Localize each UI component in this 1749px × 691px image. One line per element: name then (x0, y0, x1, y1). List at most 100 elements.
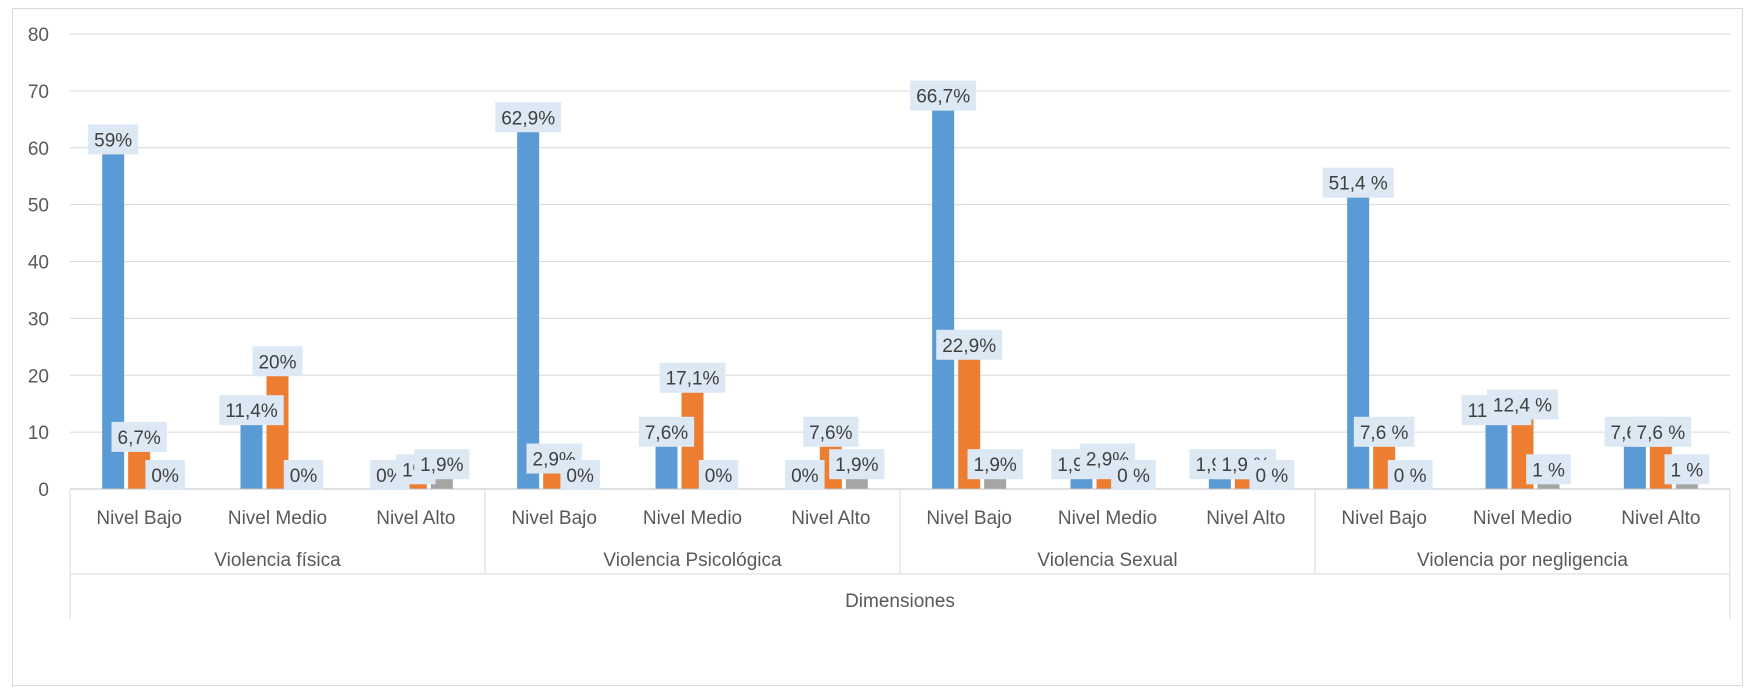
data-label-text: 22,9% (942, 336, 996, 357)
x-axis (69, 488, 1731, 619)
group-label: Violencia Sexual (1037, 550, 1177, 571)
data-label: 0 % (1249, 460, 1295, 490)
category-label: Nivel Bajo (926, 508, 1012, 529)
y-tick-label: 40 (28, 253, 49, 274)
data-label-text: 0% (791, 466, 819, 487)
data-label-box (88, 124, 139, 155)
y-tick-label: 0 (38, 480, 49, 501)
data-label: 1,9% (967, 449, 1023, 480)
data-label: 62,9% (495, 102, 562, 133)
data-label-text: 20% (258, 352, 296, 373)
bar (102, 153, 125, 489)
category-label: Nivel Medio (1473, 508, 1572, 529)
data-label-box (111, 421, 167, 452)
data-label-text: 0% (705, 466, 733, 487)
data-label-box (1111, 460, 1156, 490)
bar (1070, 478, 1093, 489)
bar (1347, 196, 1370, 489)
bar (1234, 478, 1257, 489)
data-label-box (910, 80, 977, 111)
data-label-text: 59% (94, 130, 132, 151)
data-label-text: 7,6 % (1637, 423, 1686, 444)
data-label-text: 1 % (1670, 460, 1703, 481)
data-label-box (560, 460, 600, 490)
data-label-text: 0 % (1117, 466, 1150, 487)
data-label-text: 12,4 % (1493, 395, 1552, 416)
data-label-box (414, 449, 470, 480)
data-label: 1 % (1526, 454, 1571, 485)
data-label-text: 0 % (1255, 466, 1288, 487)
data-label-text: 7,6 % (1360, 423, 1409, 444)
data-label: 20% (252, 346, 303, 377)
data-label-box (219, 395, 284, 426)
data-label-text: 7,6% (809, 423, 852, 444)
y-tick-label: 10 (28, 423, 49, 444)
data-label-text: 17,1% (666, 369, 720, 390)
y-axis-ticks: 0 10 20 30 40 50 60 70 80 (28, 25, 49, 501)
data-label-box (145, 460, 185, 490)
category-label: Nivel Alto (791, 508, 870, 529)
gridlines (70, 33, 1730, 433)
data-label: 0% (560, 460, 600, 490)
x-axis-title: Dimensiones (845, 591, 955, 612)
data-label-text: 6,7% (118, 428, 161, 449)
data-label-text: 0% (151, 466, 179, 487)
bar (1675, 483, 1698, 489)
data-labels: 59%6,7%0%11,4%20%0%0%1%1,9%62,9%2,9%0%7,… (88, 80, 1710, 490)
group-label: Violencia por negligencia (1417, 550, 1628, 571)
data-label: 7,6% (803, 416, 859, 447)
data-label-box (1630, 416, 1692, 447)
data-label-box (936, 329, 1003, 360)
bar (543, 472, 566, 489)
data-label-text: 7,6% (645, 423, 688, 444)
data-label: 0% (698, 460, 739, 490)
data-label-box (638, 416, 695, 447)
data-label: 7,6% (638, 416, 695, 447)
bar (430, 478, 453, 489)
data-label-text: 1,9% (835, 455, 878, 476)
category-label: Nivel Bajo (1341, 508, 1427, 529)
group-label: Violencia física (214, 550, 341, 571)
category-label: Nivel Bajo (511, 508, 597, 529)
data-label-box (698, 460, 739, 490)
data-label-text: 51,4 % (1329, 174, 1388, 195)
data-label: 0% (283, 460, 324, 490)
y-tick-label: 70 (28, 82, 49, 103)
data-label: 17,1% (659, 362, 726, 393)
data-label-box (1322, 167, 1394, 198)
data-label: 7,6 % (1630, 416, 1692, 447)
data-label-box (967, 449, 1023, 480)
bar (932, 109, 955, 490)
bar (1623, 445, 1646, 489)
data-label: 1,9% (414, 449, 470, 480)
y-tick-label: 50 (28, 196, 49, 217)
y-tick-label: 30 (28, 309, 49, 330)
data-label-text: 0% (566, 466, 594, 487)
bar (240, 424, 263, 489)
category-label: Nivel Medio (1058, 508, 1157, 529)
data-label-box (495, 102, 562, 133)
data-label: 0% (145, 460, 185, 490)
data-label-box (252, 346, 303, 377)
data-label-box (659, 362, 726, 393)
category-label: Nivel Alto (376, 508, 455, 529)
data-label-text: 66,7% (916, 87, 970, 108)
data-label: 66,7% (910, 80, 977, 111)
data-label: 11,4% (219, 395, 284, 426)
category-label: Nivel Medio (643, 508, 742, 529)
bar (1537, 483, 1560, 489)
data-label: 6,7% (111, 421, 167, 452)
data-label: 0% (785, 460, 825, 490)
category-label: Nivel Alto (1621, 508, 1700, 529)
bar (128, 450, 151, 489)
data-label-text: 62,9% (501, 108, 555, 129)
data-label-box (829, 449, 885, 480)
category-labels: Violencia física Nivel Bajo Nivel Medio Niv… (96, 508, 1700, 571)
data-label: 7,6 % (1353, 416, 1415, 447)
y-tick-label: 60 (28, 139, 49, 160)
bar (517, 131, 540, 489)
data-label-box (1526, 454, 1571, 485)
chart-area: 0 10 20 30 40 50 60 70 80 59% 6,7% 0% 11,4% 20% 0% 0% 1… (12, 8, 1743, 686)
data-label-text: 0 % (1394, 466, 1427, 487)
y-tick-label: 80 (28, 25, 49, 46)
